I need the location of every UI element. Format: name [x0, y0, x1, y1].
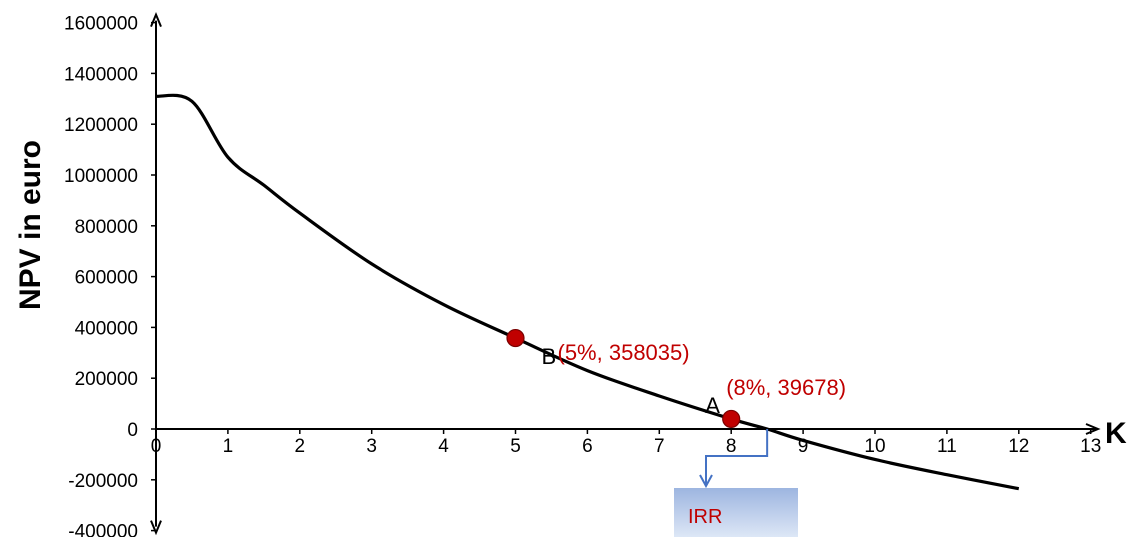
y-tick-label: 1400000 [64, 64, 138, 85]
y-tick-label: 1600000 [64, 14, 138, 35]
point-b [506, 328, 525, 348]
y-axis-label: NPV in euro [14, 140, 47, 310]
x-tick-label: 6 [582, 436, 593, 457]
x-axis [156, 423, 1101, 435]
y-tick-labels: -400000 -200000 0 200000 400000 600000 800000 1… [64, 14, 156, 537]
y-tick-label: 400000 [75, 318, 138, 339]
point-label-a: (8%, 39678) [726, 375, 846, 400]
data-points: B (5%, 358035) A(8%, 39678) [506, 328, 846, 429]
y-tick-label: 0 [127, 420, 138, 441]
point-name-a: A [705, 393, 720, 418]
y-tick-label: 800000 [75, 217, 138, 238]
y-tick-label: 1000000 [64, 166, 138, 187]
x-tick-label: 10 [864, 436, 885, 457]
irr-arrowhead [699, 474, 713, 489]
x-tick-label: 1 [223, 436, 234, 457]
x-tick-label: 11 [937, 436, 957, 457]
x-axis-label: K [1105, 417, 1127, 450]
npv-curve [155, 93, 1020, 491]
x-tick-label: 8 [726, 436, 737, 457]
y-tick-label: 1200000 [64, 115, 138, 136]
x-tick-label: 7 [654, 436, 665, 457]
x-tick-label: 12 [1008, 436, 1029, 457]
point-a [722, 409, 741, 429]
x-tick-labels: 0 1 2 3 4 5 6 7 8 9 10 11 12 13 [151, 429, 1101, 457]
x-tick-label: 4 [438, 436, 449, 457]
x-tick-label: 3 [366, 436, 377, 457]
y-tick-label: -400000 [68, 522, 138, 537]
irr-label: IRR [688, 506, 722, 528]
x-tick-label: 0 [151, 436, 162, 457]
y-axis-arrow-down [150, 520, 162, 536]
x-tick-label: 9 [798, 436, 809, 457]
irr-annotation: IRR [674, 429, 798, 537]
x-tick-label: 2 [295, 436, 306, 457]
x-tick-label: 5 [510, 436, 521, 457]
irr-arrow [705, 429, 769, 484]
y-tick-label: 600000 [75, 268, 138, 289]
point-label-b: (5%, 358035) [558, 340, 690, 365]
y-tick-label: -200000 [68, 471, 138, 492]
y-tick-label: 200000 [75, 369, 138, 390]
irr-box [674, 488, 798, 537]
x-tick-label: 13 [1080, 436, 1101, 457]
point-name-b: B [542, 344, 557, 369]
